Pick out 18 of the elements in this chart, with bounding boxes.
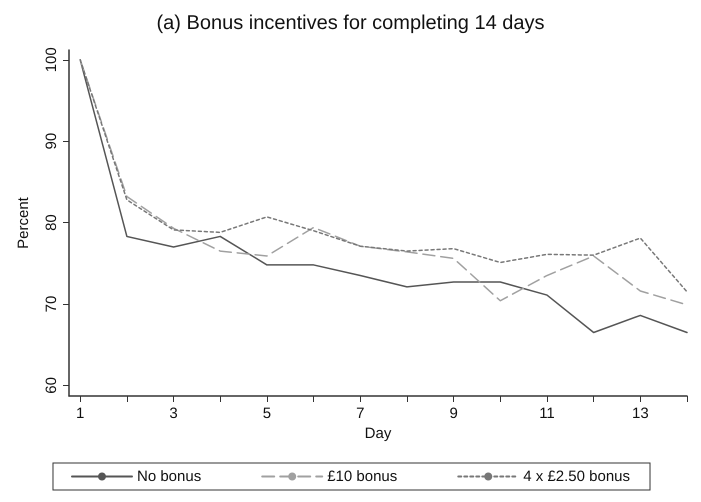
x-tick-label: 11 (539, 405, 555, 422)
x-tick-label: 13 (632, 405, 649, 422)
x-tick-label: 1 (76, 405, 84, 422)
legend-label: 4 x £2.50 bonus (523, 468, 630, 485)
y-tick-label: 70 (43, 296, 60, 312)
x-tick-label: 7 (356, 405, 364, 422)
legend-label: No bonus (136, 468, 202, 485)
y-tick-label: 80 (43, 214, 60, 231)
y-axis-title: Percent (15, 196, 32, 249)
x-tick-label: 5 (262, 405, 272, 422)
y-tick-label: 100 (43, 47, 60, 72)
chart-title: (a) Bonus incentives for completing 14 days (156, 12, 544, 34)
y-tick-label: 60 (43, 377, 60, 394)
x-tick-label: 9 (449, 405, 458, 422)
x-tick-label: 3 (169, 405, 178, 422)
y-tick-label: 90 (43, 132, 60, 150)
legend-label: £10 bonus (327, 468, 398, 485)
x-axis-title: Day (364, 424, 392, 442)
